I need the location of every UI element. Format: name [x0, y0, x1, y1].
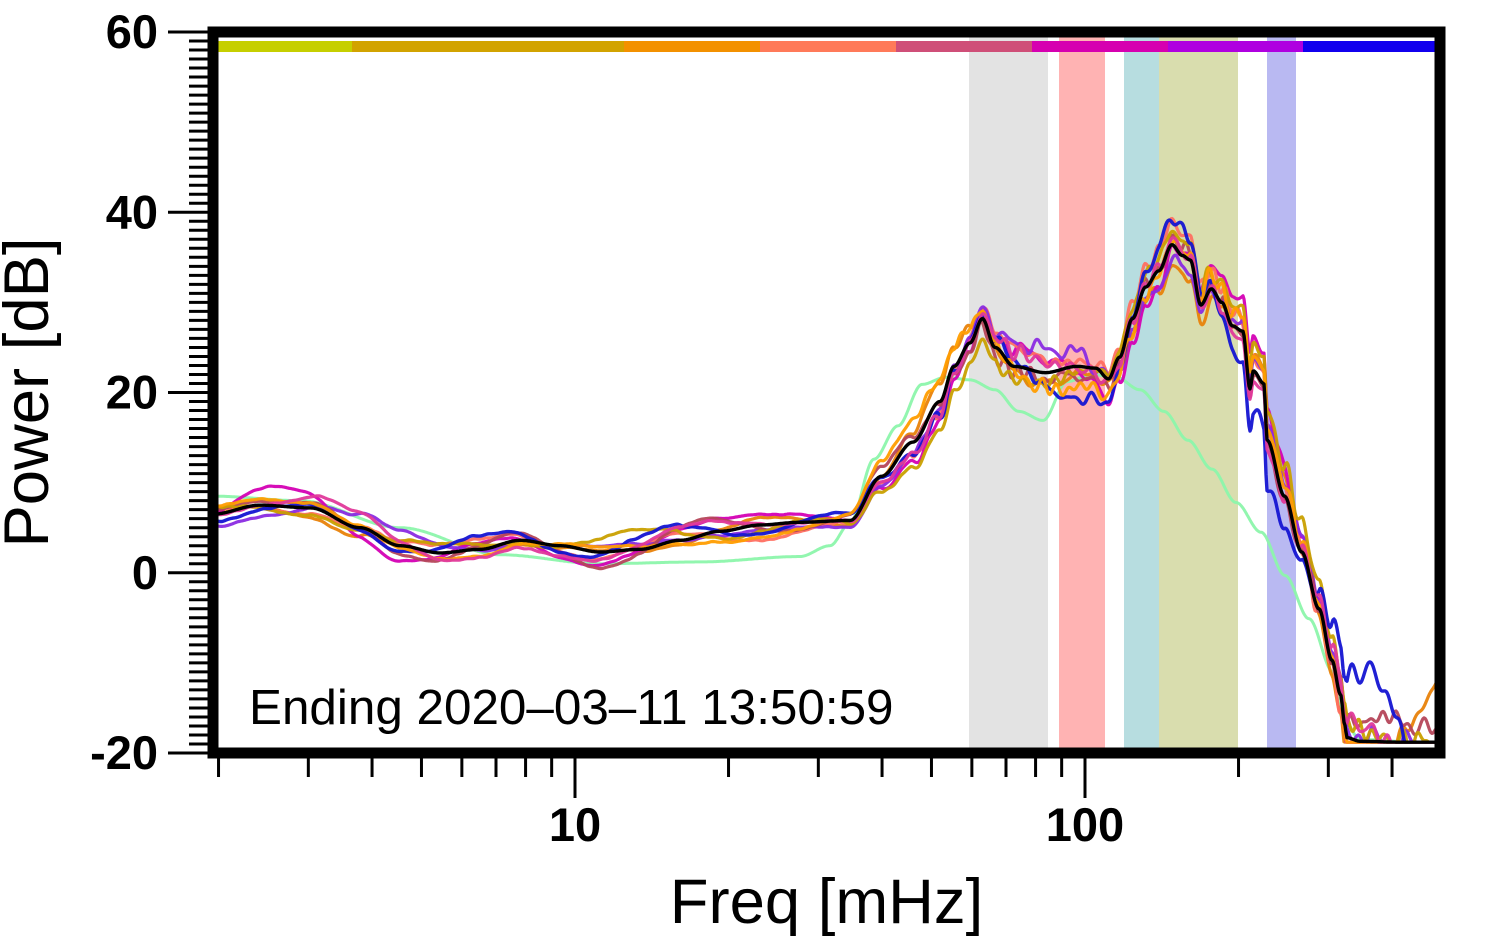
- svg-text:100: 100: [1046, 798, 1124, 851]
- svg-text:Freq [mHz]: Freq [mHz]: [670, 867, 983, 937]
- svg-text:40: 40: [106, 185, 158, 238]
- svg-text:20: 20: [106, 366, 158, 419]
- svg-text:60: 60: [106, 5, 158, 58]
- svg-text:0: 0: [132, 546, 158, 599]
- svg-text:-20: -20: [90, 726, 158, 779]
- svg-text:Ending 2020–03–11 13:50:59: Ending 2020–03–11 13:50:59: [249, 680, 894, 735]
- svg-text:Power [dB]: Power [dB]: [0, 237, 62, 547]
- svg-text:10: 10: [549, 798, 601, 851]
